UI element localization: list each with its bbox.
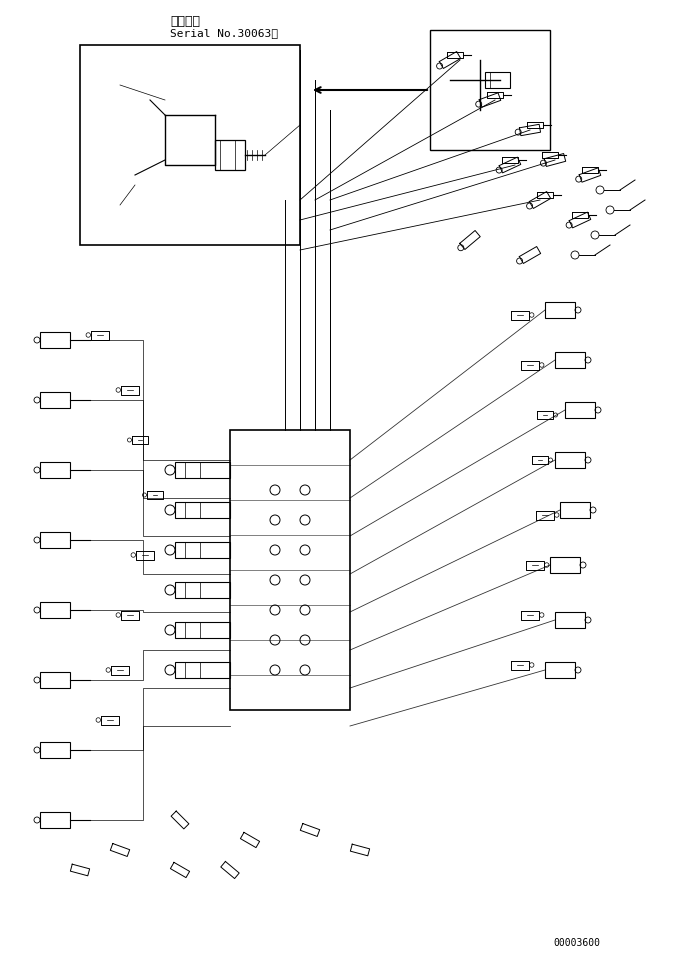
Bar xyxy=(485,72,510,88)
Bar xyxy=(40,672,70,688)
Bar xyxy=(40,332,70,348)
Bar xyxy=(230,430,350,710)
Bar xyxy=(175,662,230,678)
Bar xyxy=(40,462,70,478)
Bar xyxy=(175,462,230,478)
Bar xyxy=(555,352,585,368)
Bar xyxy=(215,140,245,170)
Bar xyxy=(565,402,595,418)
Bar xyxy=(40,392,70,408)
Bar xyxy=(560,502,590,518)
Bar xyxy=(40,742,70,758)
Bar xyxy=(175,582,230,598)
Text: Serial No.30063～: Serial No.30063～ xyxy=(170,28,278,38)
Bar xyxy=(175,542,230,558)
Text: 00003600: 00003600 xyxy=(553,938,600,948)
Bar xyxy=(175,622,230,638)
Bar xyxy=(545,662,575,678)
Bar xyxy=(175,502,230,518)
Bar xyxy=(555,452,585,468)
Bar xyxy=(550,557,580,573)
Bar xyxy=(555,612,585,628)
Bar xyxy=(40,532,70,548)
Bar xyxy=(80,45,300,245)
Bar xyxy=(545,302,575,318)
Bar xyxy=(40,812,70,828)
Bar xyxy=(40,602,70,618)
Bar xyxy=(430,30,550,150)
Text: 適用号機: 適用号機 xyxy=(170,15,200,28)
